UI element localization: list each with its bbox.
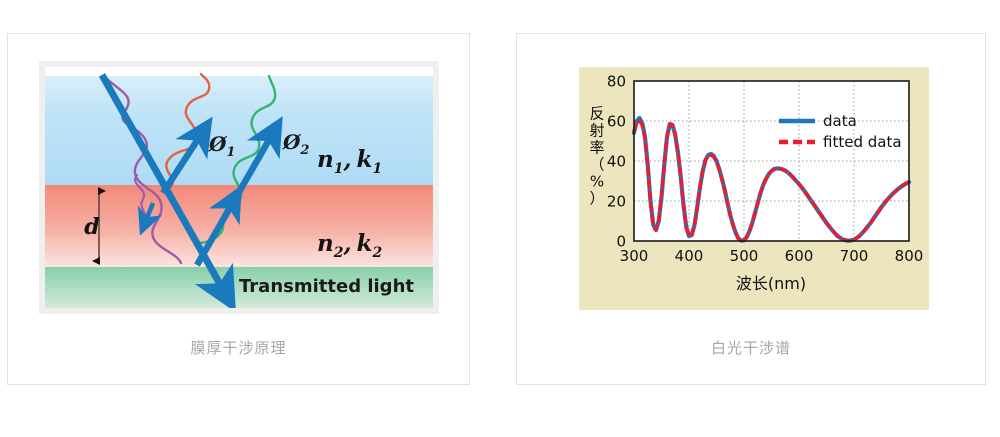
x-tick-label: 600 xyxy=(785,247,814,265)
y-tick-label: 20 xyxy=(607,193,626,211)
n1-symbol: n xyxy=(317,146,334,173)
plot-frame xyxy=(633,80,910,242)
y-tick-label: 80 xyxy=(607,73,626,91)
legend-label-data: data xyxy=(823,112,857,130)
comma-1: , xyxy=(342,146,351,173)
reflected-beam-1 xyxy=(160,116,213,195)
interference-diagram-svg: Ø1 Ø2 n1, k1 n2, k2 d Transmitted light xyxy=(45,67,433,308)
interference-diagram: Ø1 Ø2 n1, k1 n2, k2 d Transmitted light xyxy=(39,61,439,314)
refraction-arrow xyxy=(137,202,163,236)
spectrum-chart-svg: 300 400 500 600 700 800 0 20 40 60 80 data fitted… xyxy=(579,67,929,310)
phase-1-subscript: 1 xyxy=(226,145,235,160)
layer2-optical-constants: n2, k2 xyxy=(317,230,382,261)
gridlines xyxy=(634,81,909,241)
transmitted-light-label: Transmitted light xyxy=(239,276,414,297)
n2-subscript: 2 xyxy=(333,245,344,261)
k2-symbol: k xyxy=(357,230,373,257)
y-axis-title-char: 反 xyxy=(589,105,604,123)
phase-label-1: Ø1 xyxy=(208,132,235,160)
y-tick-label: 60 xyxy=(607,113,626,131)
y-axis-title-char: ） xyxy=(589,190,604,208)
n2-symbol: n xyxy=(317,230,334,257)
chart-legend: data fitted data xyxy=(779,112,902,151)
phase-2-subscript: 2 xyxy=(299,143,309,158)
k1-symbol: k xyxy=(357,146,373,173)
y-axis-title-char: （ xyxy=(589,156,604,174)
x-tick-label: 800 xyxy=(895,247,924,265)
phase-label-2: Ø2 xyxy=(282,130,309,158)
x-tick-labels: 300 400 500 600 700 800 xyxy=(620,247,924,265)
y-tick-labels: 0 20 40 60 80 xyxy=(607,73,626,251)
phase-1-symbol: Ø xyxy=(208,132,228,156)
caption-white-light-spectrum: 白光干涉谱 xyxy=(710,339,791,357)
n1-subscript: 1 xyxy=(334,161,344,177)
y-tick-label: 40 xyxy=(607,153,626,171)
layer1-optical-constants: n1, k1 xyxy=(317,146,382,177)
k1-subscript: 1 xyxy=(372,161,382,177)
phase-2-symbol: Ø xyxy=(282,130,302,154)
panel-interference-principle: Ø1 Ø2 n1, k1 n2, k2 d Transmitted light 膜厚… xyxy=(7,33,470,385)
x-tick-label: 400 xyxy=(675,247,704,265)
y-tick-label: 0 xyxy=(616,233,626,251)
y-axis-title-char: % xyxy=(590,173,604,191)
y-axis-title: 反射率（%） xyxy=(589,105,604,208)
x-tick-label: 300 xyxy=(620,247,649,265)
comma-2: , xyxy=(342,230,351,257)
y-axis-title-char: 射 xyxy=(589,122,604,140)
thickness-label: d xyxy=(84,214,99,240)
internal-beam-arrow xyxy=(209,185,242,226)
x-tick-label: 500 xyxy=(730,247,759,265)
x-axis-title: 波长(nm) xyxy=(736,274,806,293)
substrate-layer xyxy=(45,267,433,308)
panel-white-light-spectrum: 300 400 500 600 700 800 0 20 40 60 80 data fitted… xyxy=(516,33,986,385)
legend-label-fitted: fitted data xyxy=(823,133,902,151)
caption-interference-principle: 膜厚干涉原理 xyxy=(190,339,287,357)
y-axis-title-char: 率 xyxy=(589,139,604,157)
k2-subscript: 2 xyxy=(371,245,382,261)
x-tick-label: 700 xyxy=(840,247,869,265)
spectrum-chart: 300 400 500 600 700 800 0 20 40 60 80 data fitted… xyxy=(579,67,929,310)
